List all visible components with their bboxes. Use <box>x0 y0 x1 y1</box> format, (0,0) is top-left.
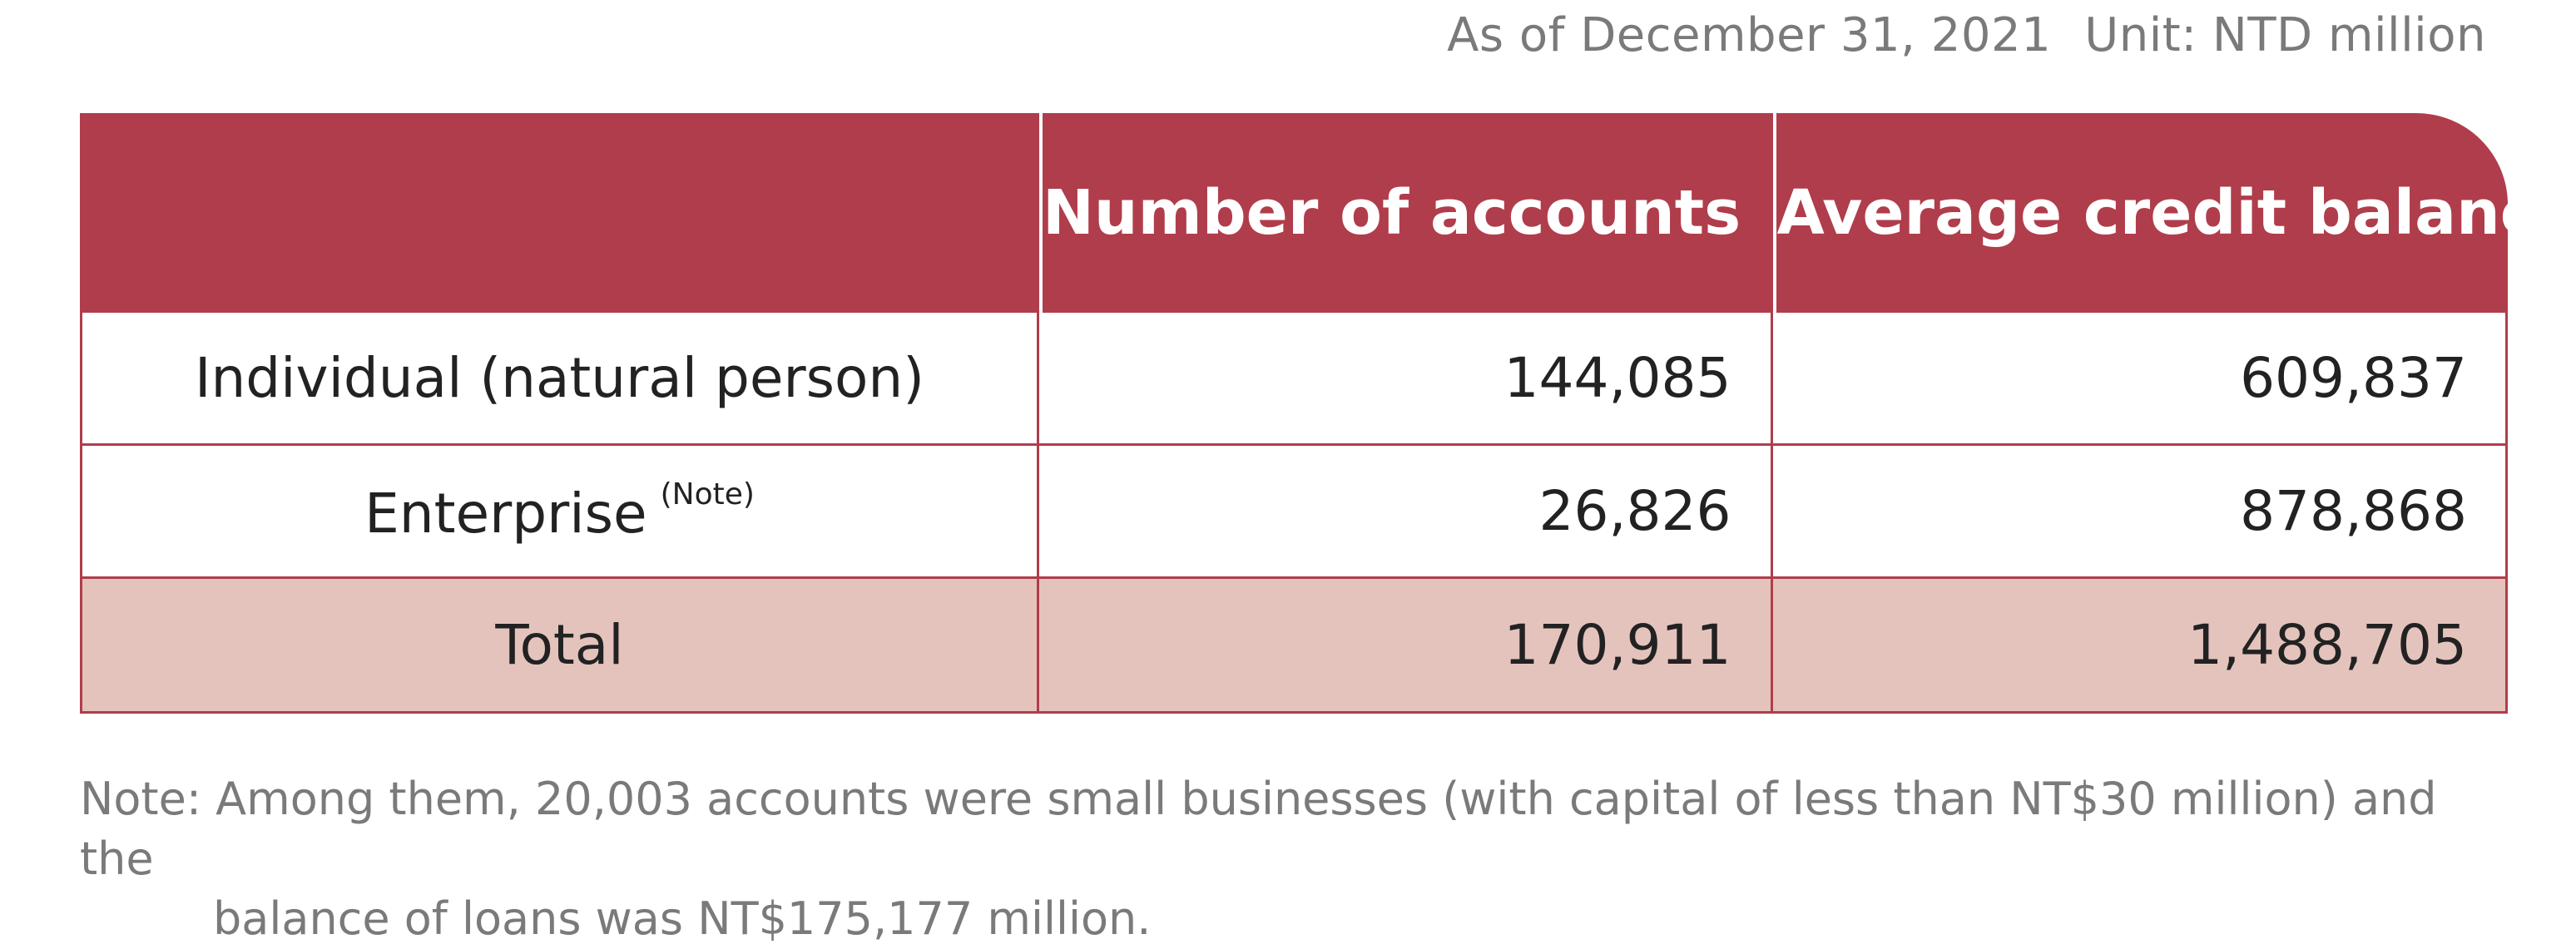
table-row-individual: Individual (natural person) 144,085 609,… <box>80 313 2508 446</box>
row-label-text: Enterprise <box>364 481 647 546</box>
footnote-line-1: Note: Among them, 20,003 accounts were s… <box>80 773 2437 885</box>
accounts-value: 144,085 <box>1038 313 1774 446</box>
footnote: Note: Among them, 20,003 accounts were s… <box>80 769 2493 949</box>
balance-value: 878,868 <box>1773 446 2508 579</box>
unit-label: Unit: NTD million <box>2084 8 2486 62</box>
row-label-text: Individual (natural person) <box>194 346 924 410</box>
as-of-date: As of December 31, 2021 <box>1447 8 2052 62</box>
balance-value: 1,488,705 <box>1773 579 2508 714</box>
table-row-total: Total 170,911 1,488,705 <box>80 579 2508 714</box>
balance-value: 609,837 <box>1773 313 2508 446</box>
accounts-value: 26,826 <box>1038 446 1774 579</box>
header-number-of-accounts: Number of accounts <box>1038 113 1774 313</box>
row-label: Total <box>80 579 1039 714</box>
row-label: Individual (natural person) <box>80 313 1039 446</box>
header-average-credit-balance: Average credit balance <box>1773 113 2576 313</box>
row-label: Enterprise (Note) <box>80 446 1039 579</box>
table-caption: As of December 31, 2021 Unit: NTD million <box>1447 8 2486 62</box>
header-label-cell <box>80 113 1039 313</box>
footnote-line-2: balance of loans was NT$175,177 million. <box>213 892 1152 945</box>
header-row: Number of accounts Average credit balanc… <box>80 113 2576 313</box>
row-label-text: Total <box>495 613 624 677</box>
note-superscript: (Note) <box>660 477 755 512</box>
credit-balance-table: Number of accounts Average credit balanc… <box>80 113 2576 714</box>
accounts-value: 170,911 <box>1038 579 1774 714</box>
table-row-enterprise: Enterprise (Note) 26,826 878,868 <box>80 446 2508 579</box>
